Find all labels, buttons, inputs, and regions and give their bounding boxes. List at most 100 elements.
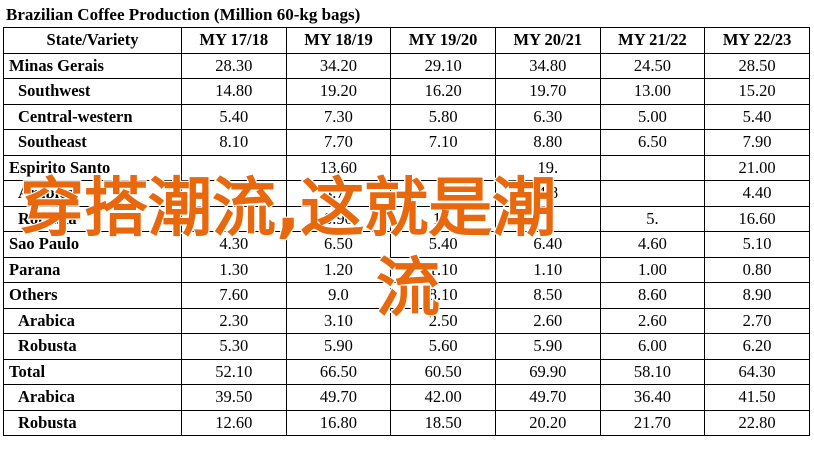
table-cell: 34.20 — [285, 52, 392, 79]
row-label: Sao Paulo — [3, 231, 182, 258]
table-cell: 69.90 — [494, 358, 601, 385]
row-label: Robusta — [3, 333, 182, 360]
table-cell: 5.40 — [181, 103, 287, 130]
table-cell: 8.50 — [494, 282, 601, 309]
table-row: Arabica 39.50 49.70 42.00 49.70 36.40 41.50 — [3, 384, 810, 411]
row-label: Arabica — [3, 384, 182, 411]
table-row: Robusta 12.60 16.80 18.50 20.20 21.70 22.80 — [3, 409, 810, 436]
coffee-production-table: State/Variety MY 17/18 MY 18/19 MY 19/20… — [3, 27, 810, 436]
table-cell: 16.20 — [390, 78, 496, 105]
table-cell: 9.0 — [285, 282, 392, 309]
table-cell: 66.50 — [285, 358, 392, 385]
row-label: Robusta — [3, 205, 182, 232]
table-cell: 4.8 — [494, 180, 601, 207]
table-cell: 34.80 — [494, 52, 601, 79]
table-cell: 6.50 — [599, 129, 706, 156]
table-cell: 19. — [494, 154, 601, 181]
table-row: Central-western 5.40 7.30 5.80 6.30 5.00 5.40 — [3, 103, 810, 130]
table-cell: 7.90 — [704, 129, 810, 156]
row-label: Parana — [3, 256, 182, 283]
table-cell: 6.00 — [599, 333, 706, 360]
table-cell: 2.50 — [390, 307, 496, 334]
table-cell: 5.40 — [704, 103, 810, 130]
header-my-19-20: MY 19/20 — [390, 27, 496, 54]
table-cell: 5.80 — [390, 103, 496, 130]
table-cell: 2.60 — [599, 307, 706, 334]
table-cell: 52.10 — [181, 358, 287, 385]
row-label: Southwest — [3, 78, 182, 105]
table-cell: 0.80 — [704, 256, 810, 283]
table-row: Others 7.60 9.0 8.10 8.50 8.60 8.90 — [3, 282, 810, 309]
table-cell: 4.60 — [599, 231, 706, 258]
table-cell: 21.70 — [599, 409, 706, 436]
table-cell: 19.20 — [285, 78, 392, 105]
table-cell: 49.70 — [285, 384, 392, 411]
row-label: Minas Gerais — [3, 52, 182, 79]
table-cell: 12. — [390, 205, 496, 232]
table-cell: 6.40 — [494, 231, 601, 258]
table-row: Espirito Santo 13.60 19. 21.00 — [3, 154, 810, 181]
table-cell: 15.20 — [704, 78, 810, 105]
table-cell: 13.00 — [599, 78, 706, 105]
header-my-18-19: MY 18/19 — [285, 27, 392, 54]
table-row: Parana 1.30 1.20 1.10 1.10 1.00 0.80 — [3, 256, 810, 283]
table-cell: 5.40 — [390, 231, 496, 258]
header-my-22-23: MY 22/23 — [704, 27, 810, 54]
header-state-variety: State/Variety — [3, 27, 182, 54]
table-cell: 4.70 — [285, 180, 392, 207]
table-row: Sao Paulo 4.30 6.50 5.40 6.40 4.60 5.10 — [3, 231, 810, 258]
table-row: Arabica 2.30 3.10 2.50 2.60 2.60 2.70 — [3, 307, 810, 334]
table-cell: 5.10 — [704, 231, 810, 258]
table-cell: 64.30 — [704, 358, 810, 385]
table-cell: 12.60 — [181, 409, 287, 436]
table-cell: 8.80 — [494, 129, 601, 156]
table-cell: 5.60 — [390, 333, 496, 360]
table-cell: 8.90 — [704, 282, 810, 309]
table-cell: 18.50 — [390, 409, 496, 436]
table-cell: 49.70 — [494, 384, 601, 411]
row-label: Others — [3, 282, 182, 309]
table-cell: 8.10 — [181, 129, 287, 156]
row-label: Arabica — [3, 180, 182, 207]
table-cell: 7.10 — [390, 129, 496, 156]
table-cell: 2.70 — [704, 307, 810, 334]
table-title: Brazilian Coffee Production (Million 60-… — [6, 5, 361, 24]
table-cell — [390, 180, 496, 207]
table-cell — [599, 180, 706, 207]
header-my-17-18: MY 17/18 — [181, 27, 287, 54]
table-cell: 7.30 — [285, 103, 392, 130]
table-cell: 1.20 — [285, 256, 392, 283]
table-row: Total 52.10 66.50 60.50 69.90 58.10 64.30 — [3, 358, 810, 385]
table-cell: 29.10 — [390, 52, 496, 79]
table-cell: 28.30 — [181, 52, 287, 79]
header-my-20-21: MY 20/21 — [494, 27, 601, 54]
table-cell: 16.60 — [704, 205, 810, 232]
table-cell: 13.60 — [285, 154, 392, 181]
table-cell: 16.80 — [285, 409, 392, 436]
table-cell: 8.10 — [390, 282, 496, 309]
table-cell: 41.50 — [704, 384, 810, 411]
table-cell: 6.50 — [285, 231, 392, 258]
table-cell: 7.60 — [181, 282, 287, 309]
row-label: Arabica — [3, 307, 182, 334]
row-label: Southeast — [3, 129, 182, 156]
table-cell — [599, 154, 706, 181]
row-label: Robusta — [3, 409, 182, 436]
table-cell: 19.70 — [494, 78, 601, 105]
table-cell: 24.50 — [599, 52, 706, 79]
table-body: Minas Gerais 28.30 34.20 29.10 34.80 24.50 28.… — [3, 52, 810, 436]
table-cell: 8.60 — [599, 282, 706, 309]
table-row: Arabica 4.70 4.8 4.40 — [3, 180, 810, 207]
table-cell — [181, 180, 287, 207]
table-cell: 22.80 — [704, 409, 810, 436]
table-cell: 4.40 — [704, 180, 810, 207]
table-cell — [181, 205, 287, 232]
table-cell — [181, 154, 287, 181]
table-cell: 6.30 — [494, 103, 601, 130]
table-cell: 1.10 — [494, 256, 601, 283]
table-cell — [494, 205, 601, 232]
table-row: Robusta 8.90 12. 5. 16.60 — [3, 205, 810, 232]
table-cell: 36.40 — [599, 384, 706, 411]
table-cell — [390, 154, 496, 181]
table-cell: 5.00 — [599, 103, 706, 130]
